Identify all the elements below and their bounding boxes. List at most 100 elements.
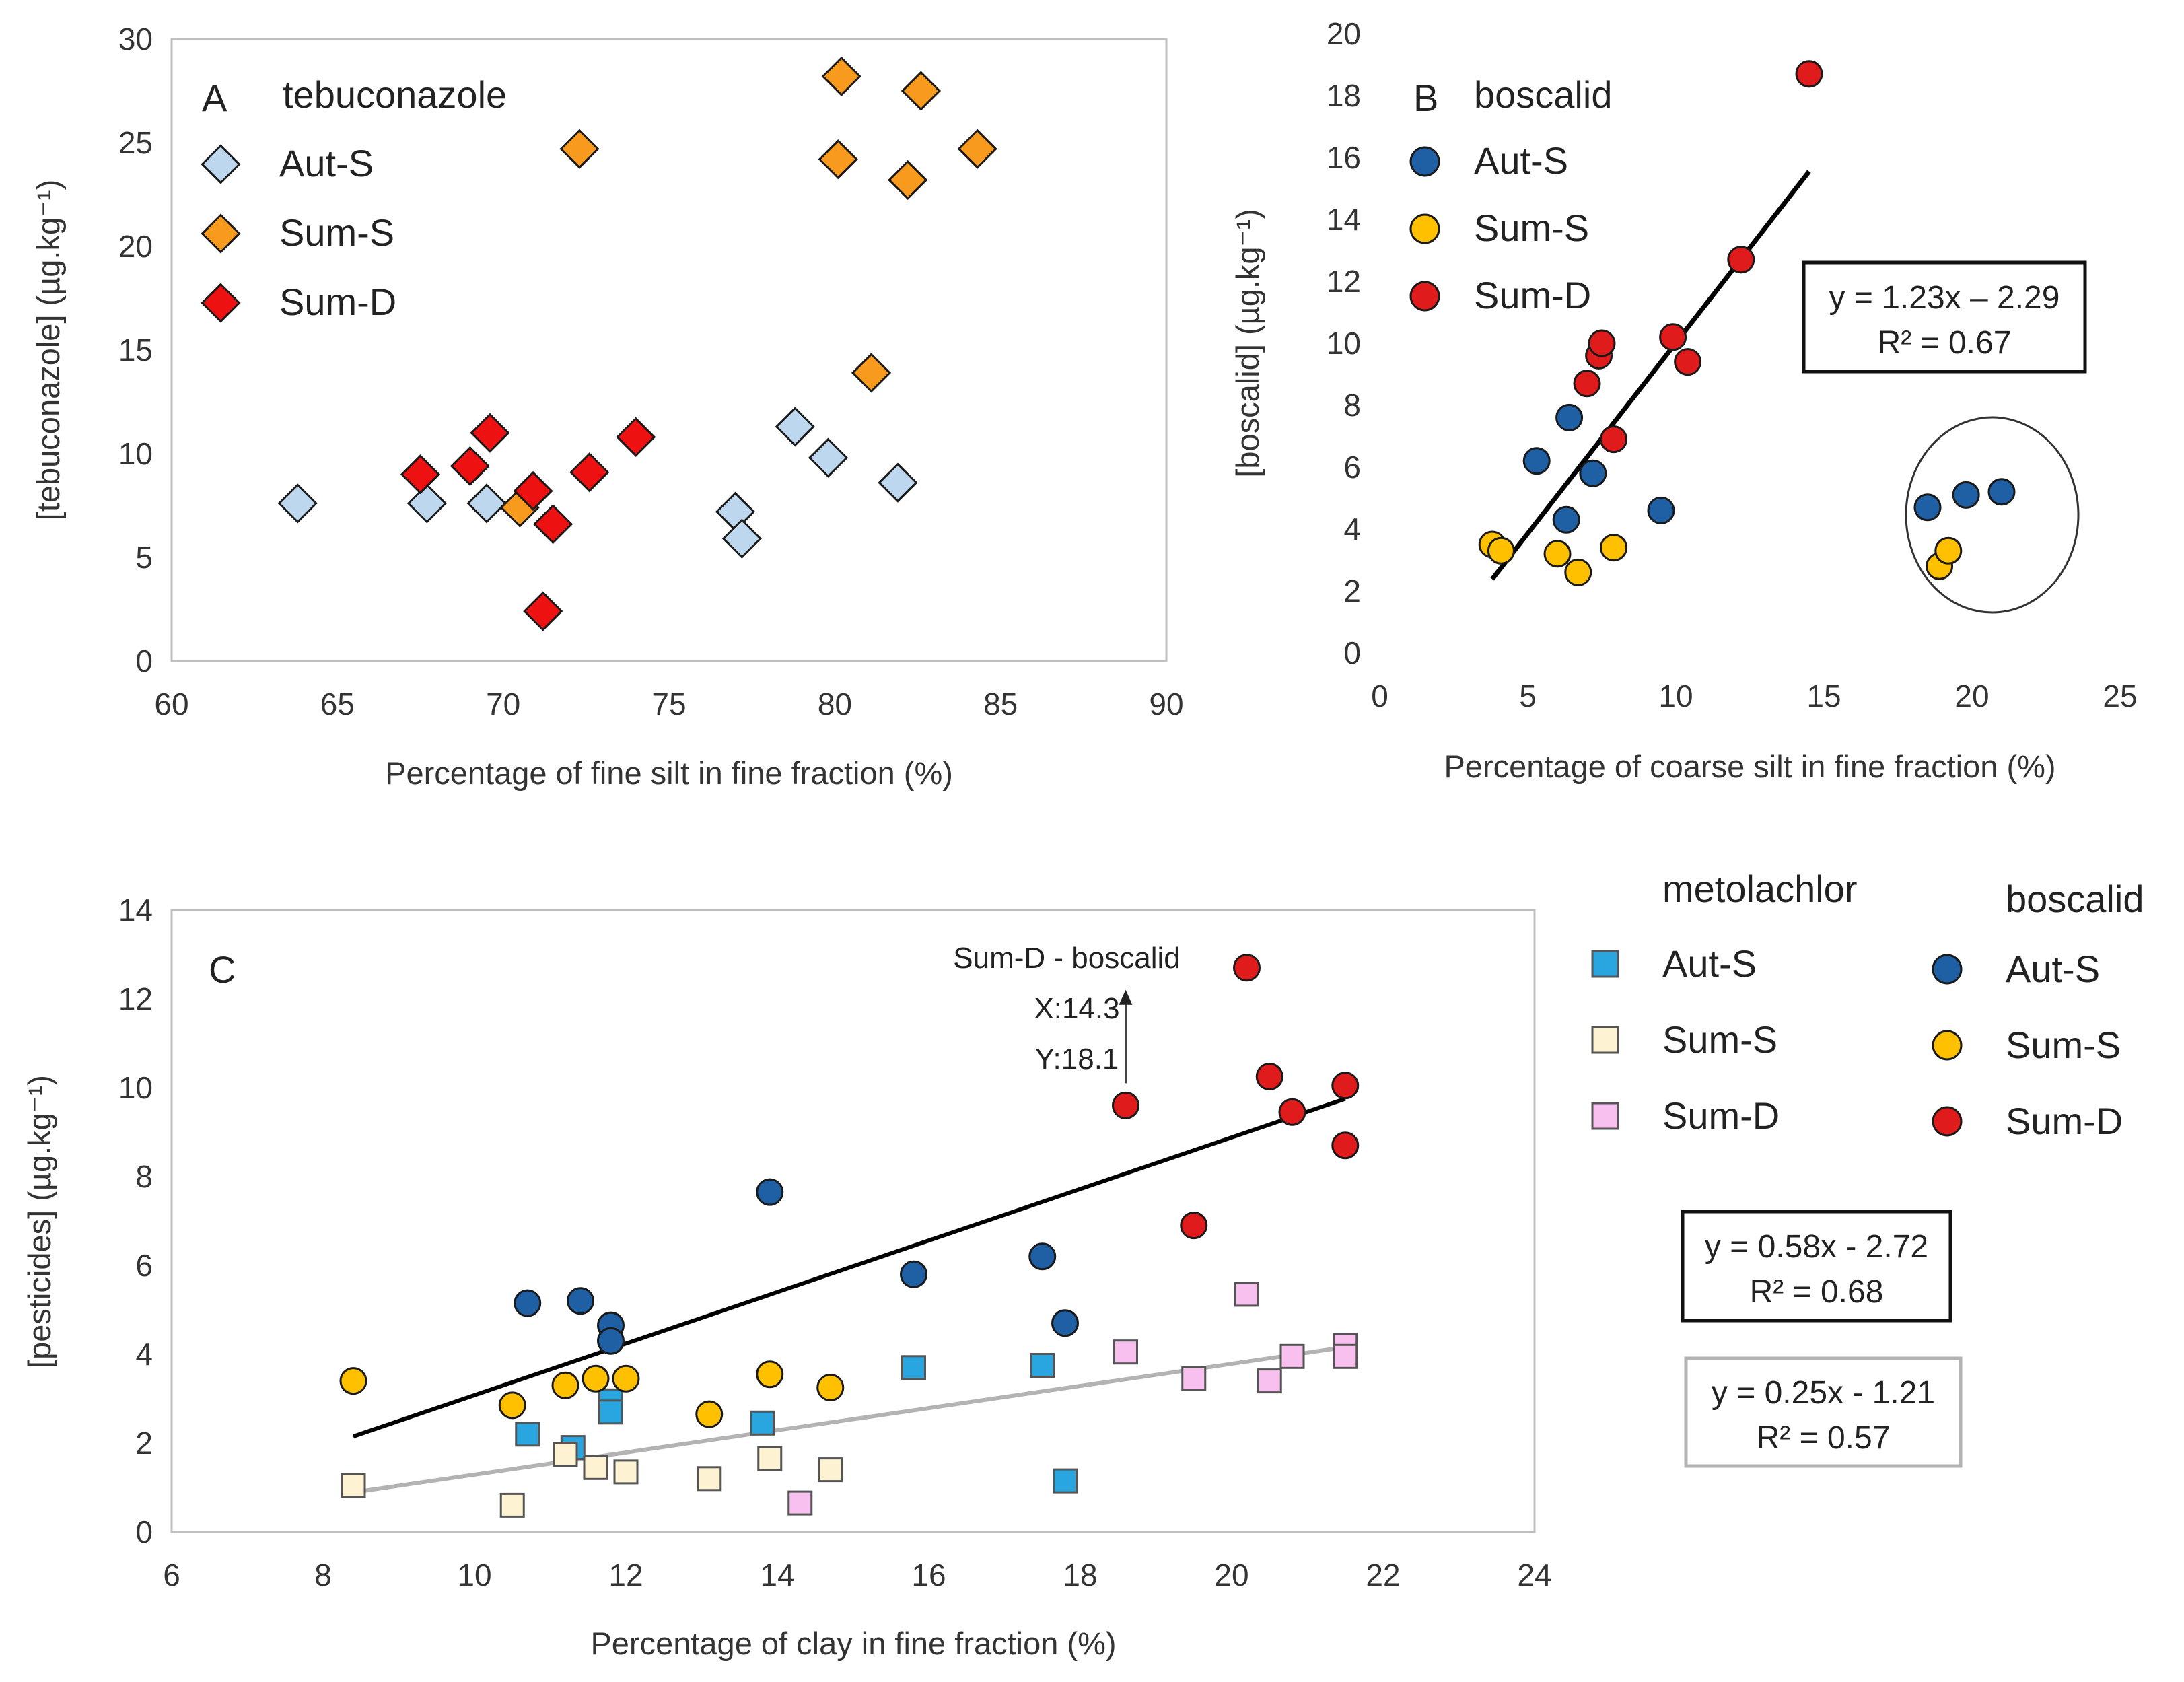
panel-a-point-aut-s <box>466 483 507 524</box>
panel-c-point-metolachlor-sum-s <box>818 1457 843 1483</box>
panel-c-legend-label: Aut-S <box>1662 942 1757 985</box>
panel-c-x-tick-label: 14 <box>760 1557 794 1592</box>
panel-c-plot-area <box>170 909 1536 1533</box>
panel-c-x-tick-label: 6 <box>163 1557 180 1592</box>
panel-b-point-aut-s <box>1555 403 1584 431</box>
panel-b-equation-box <box>1802 260 2087 374</box>
panel-c-point-boscalid-aut-s <box>1051 1309 1079 1337</box>
panel-b-point-sum-s <box>1543 540 1572 568</box>
panel-a-point-sum-s <box>888 160 928 201</box>
panel-a-point-sum-s <box>559 129 600 169</box>
panel-c-point-metolachlor-sum-d <box>1279 1343 1305 1369</box>
panel-c-y-tick-label: 2 <box>135 1426 153 1461</box>
panel-c-boscalid-r2: R² = 0.68 <box>1750 1274 1884 1310</box>
panel-c-point-boscalid-sum-d <box>1112 1091 1139 1119</box>
panel-b-outlier-ellipse <box>1905 416 2080 614</box>
panel-a-x-tick-label: 85 <box>983 687 1018 722</box>
panel-a-x-tick-label: 65 <box>320 687 355 722</box>
panel-c-point-metolachlor-aut-s <box>1030 1353 1055 1378</box>
panel-b-title: boscalid <box>1474 73 1612 116</box>
panel-c-point-boscalid-aut-s <box>900 1260 927 1288</box>
panel-c-x-tick-label: 8 <box>314 1557 332 1592</box>
panel-b-y-tick-label: 0 <box>1343 635 1361 670</box>
panel-b-y-tick-label: 20 <box>1327 16 1361 51</box>
panel-b-legend-marker-sum-d <box>1409 281 1440 312</box>
panel-c-legend-label: Aut-S <box>2006 948 2100 990</box>
panel-c-point-metolachlor-sum-d <box>1113 1339 1138 1365</box>
panel-a-point-sum-d <box>450 446 491 487</box>
panel-c-x-tick-label: 20 <box>1214 1557 1248 1592</box>
panel-b-point-sum-s <box>1600 534 1628 562</box>
panel-c-x-tick-label: 18 <box>1063 1557 1097 1592</box>
panel-c-point-metolachlor-aut-s <box>1053 1468 1078 1494</box>
panel-b-y-axis-label: [boscalid] (µg.kg⁻¹) <box>1230 209 1265 477</box>
panel-c-annotation-line-1: Sum-D - boscalid <box>953 942 1180 975</box>
panel-a-legend-label: Sum-S <box>279 211 394 254</box>
panel-c-point-boscalid-sum-s <box>695 1400 724 1428</box>
panel-a-point-aut-s <box>277 483 318 524</box>
panel-b-legend-label: Sum-S <box>1474 207 1589 249</box>
panel-c-point-metolachlor-aut-s <box>598 1399 623 1425</box>
panel-c-annotation-line-3: Y:18.1 <box>1035 1043 1119 1076</box>
panel-a-point-aut-s <box>775 407 815 447</box>
panel-a-y-tick-label: 10 <box>118 436 153 471</box>
panel-c-y-tick-label: 4 <box>135 1337 153 1372</box>
panel-a-y-tick-label: 25 <box>118 125 153 160</box>
panel-c-y-tick-label: 6 <box>135 1248 153 1283</box>
panel-c-metolachlor-equation-box <box>1684 1356 1963 1468</box>
panel-c-trendline-metolachlor <box>353 1345 1346 1495</box>
panel-b-point-sum-s <box>1934 536 1963 565</box>
panel-b-x-tick-label: 25 <box>2103 678 2137 713</box>
panel-c-point-boscalid-aut-s <box>756 1178 784 1206</box>
panel-c-letter: C <box>209 948 236 991</box>
panel-a-legend-label: Aut-S <box>279 142 374 184</box>
panel-c-legend-marker-metolachlor-aut-s <box>1591 950 1619 978</box>
panel-b-legend-marker-sum-s <box>1409 213 1440 244</box>
panel-c-x-axis-label: Percentage of clay in fine fraction (%) <box>590 1625 1116 1661</box>
panel-b-equation: y = 1.23x – 2.29 <box>1829 280 2060 316</box>
panel-c-point-metolachlor-sum-s <box>613 1459 639 1485</box>
panel-c-y-tick-label: 8 <box>135 1159 153 1194</box>
panel-c-legend-marker-metolachlor-sum-d <box>1591 1102 1619 1130</box>
panel-b-y-tick-label: 16 <box>1327 140 1361 175</box>
panel-a-x-tick-label: 80 <box>818 687 852 722</box>
panel-c-point-metolachlor-sum-s <box>499 1492 525 1518</box>
panel-b-point-sum-d <box>1573 370 1601 398</box>
panel-a-y-tick-label: 30 <box>118 22 153 57</box>
panel-b-point-sum-s <box>1564 558 1592 586</box>
panel-a-y-tick-label: 20 <box>118 229 153 264</box>
panel-c-point-boscalid-sum-d <box>1278 1098 1306 1126</box>
panel-c-legend-label: Sum-S <box>2006 1024 2121 1066</box>
panel-c-x-tick-label: 12 <box>608 1557 643 1592</box>
panel-a-y-tick-label: 0 <box>135 643 153 678</box>
panel-c-point-boscalid-sum-d <box>1255 1063 1283 1090</box>
panel-b-point-sum-d <box>1674 348 1702 376</box>
panel-c-point-boscalid-sum-s <box>756 1360 784 1389</box>
panel-c-point-boscalid-sum-s <box>551 1371 579 1399</box>
panel-b-x-tick-label: 15 <box>1806 678 1841 713</box>
panel-a-point-sum-s <box>901 71 942 111</box>
panel-c-legend-title-metolachlor: metolachlor <box>1662 868 1857 910</box>
panel-b-point-sum-d <box>1600 425 1628 454</box>
panel-c-point-metolachlor-aut-s <box>901 1355 926 1380</box>
panel-b-x-tick-label: 0 <box>1371 678 1388 713</box>
panel-b-point-aut-s <box>1552 505 1580 534</box>
panel-c-legend-title-boscalid: boscalid <box>2006 878 2144 920</box>
panel-c-boscalid-equation-box <box>1681 1210 1952 1323</box>
panel-a: 60 65 70 75 80 85 90 0 5 10 15 20 25 30 A tebuconazo… <box>30 22 1184 791</box>
panel-c-point-metolachlor-sum-d <box>1234 1282 1259 1307</box>
panel-b-y-tick-label: 2 <box>1343 573 1361 608</box>
panel-a-point-aut-s <box>808 437 849 478</box>
panel-a-point-aut-s <box>878 462 918 503</box>
panel-b-point-sum-d <box>1659 323 1687 351</box>
panel-c-legend-marker-metolachlor-sum-s <box>1591 1026 1619 1054</box>
panel-b-y-tick-label: 4 <box>1343 512 1361 547</box>
panel-b-point-aut-s <box>1522 447 1551 475</box>
panel-b-y-tick-label: 12 <box>1327 264 1361 299</box>
panel-c-metolachlor-equation: y = 0.25x - 1.21 <box>1712 1375 1935 1411</box>
panel-c-point-boscalid-aut-s <box>1028 1242 1057 1271</box>
panel-b-point-sum-s <box>1487 536 1515 565</box>
panel-c-point-boscalid-sum-s <box>498 1391 526 1420</box>
panel-a-point-sum-d <box>616 417 656 457</box>
